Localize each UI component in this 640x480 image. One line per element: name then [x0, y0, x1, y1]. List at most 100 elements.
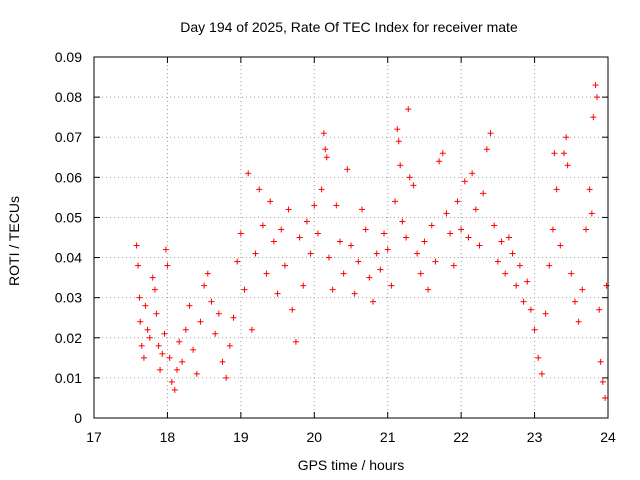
data-point — [549, 226, 556, 233]
x-tick-label: 19 — [233, 429, 249, 445]
data-point — [388, 282, 395, 289]
x-tick-label: 24 — [600, 429, 616, 445]
data-point — [274, 290, 281, 297]
data-point — [161, 330, 168, 337]
data-point — [542, 310, 549, 317]
data-point — [516, 262, 523, 269]
data-point — [241, 286, 248, 293]
x-tick-label: 23 — [527, 429, 543, 445]
data-point — [557, 242, 564, 249]
x-tick-label: 22 — [453, 429, 469, 445]
data-point — [237, 230, 244, 237]
data-point — [602, 394, 609, 401]
data-point — [603, 282, 610, 289]
data-point — [182, 326, 189, 333]
data-point — [256, 186, 263, 193]
data-point — [596, 306, 603, 313]
data-point — [406, 174, 413, 181]
data-point — [204, 270, 211, 277]
data-point — [494, 258, 501, 265]
grid-layer — [94, 57, 608, 418]
x-tick-label: 18 — [160, 429, 176, 445]
data-point — [599, 378, 606, 385]
data-point — [322, 146, 329, 153]
data-point — [597, 358, 604, 365]
data-point — [568, 270, 575, 277]
y-tick-label: 0.05 — [55, 209, 82, 225]
y-tick-label: 0.02 — [55, 330, 82, 346]
y-tick-label: 0.07 — [55, 129, 82, 145]
data-point — [498, 238, 505, 245]
data-point — [159, 350, 166, 357]
data-point — [472, 206, 479, 213]
y-tick-label: 0.06 — [55, 169, 82, 185]
data-point — [344, 166, 351, 173]
data-point — [300, 282, 307, 289]
data-point — [535, 354, 542, 361]
data-point — [524, 278, 531, 285]
data-point — [571, 298, 578, 305]
data-point — [138, 342, 145, 349]
data-point — [197, 318, 204, 325]
data-point — [155, 342, 162, 349]
data-point — [267, 198, 274, 205]
data-point — [582, 226, 589, 233]
data-point — [162, 246, 169, 253]
data-point — [292, 338, 299, 345]
data-point — [414, 250, 421, 257]
plot-frame — [93, 56, 609, 419]
data-point — [149, 274, 156, 281]
data-point — [329, 286, 336, 293]
data-point — [487, 130, 494, 137]
data-point — [234, 258, 241, 265]
data-point — [538, 370, 545, 377]
y-axis-label: ROTI / TECUs — [6, 196, 22, 286]
data-point — [373, 250, 380, 257]
data-point — [201, 282, 208, 289]
data-point — [318, 186, 325, 193]
data-point — [553, 186, 560, 193]
data-point — [296, 234, 303, 241]
data-point — [575, 318, 582, 325]
y-tick-label: 0.01 — [55, 370, 82, 386]
data-point — [208, 298, 215, 305]
data-point — [505, 234, 512, 241]
data-point — [146, 334, 153, 341]
data-point — [425, 286, 432, 293]
x-axis-label: GPS time / hours — [298, 457, 405, 473]
data-point — [590, 114, 597, 121]
data-point — [351, 290, 358, 297]
data-point — [355, 258, 362, 265]
chart-title: Day 194 of 2025, Rate Of TEC Index for r… — [180, 19, 518, 35]
data-point — [135, 262, 142, 269]
y-tick-label: 0.08 — [55, 89, 82, 105]
data-point — [320, 130, 327, 137]
data-point — [592, 82, 599, 89]
data-points-layer — [133, 82, 610, 401]
data-point — [436, 158, 443, 165]
data-point — [397, 162, 404, 169]
data-point — [551, 150, 558, 157]
data-point — [428, 222, 435, 229]
data-point — [311, 202, 318, 209]
data-point — [450, 262, 457, 269]
data-point — [157, 366, 164, 373]
data-point — [248, 326, 255, 333]
data-point — [417, 270, 424, 277]
data-point — [259, 222, 266, 229]
data-point — [443, 210, 450, 217]
data-point — [289, 306, 296, 313]
data-point — [399, 218, 406, 225]
data-point — [593, 94, 600, 101]
data-point — [153, 310, 160, 317]
data-point — [458, 226, 465, 233]
data-point — [502, 270, 509, 277]
data-point — [546, 262, 553, 269]
data-point — [171, 386, 178, 393]
data-point — [142, 302, 149, 309]
data-point — [439, 150, 446, 157]
data-point — [252, 250, 259, 257]
x-tick-label: 20 — [306, 429, 322, 445]
data-point — [520, 298, 527, 305]
